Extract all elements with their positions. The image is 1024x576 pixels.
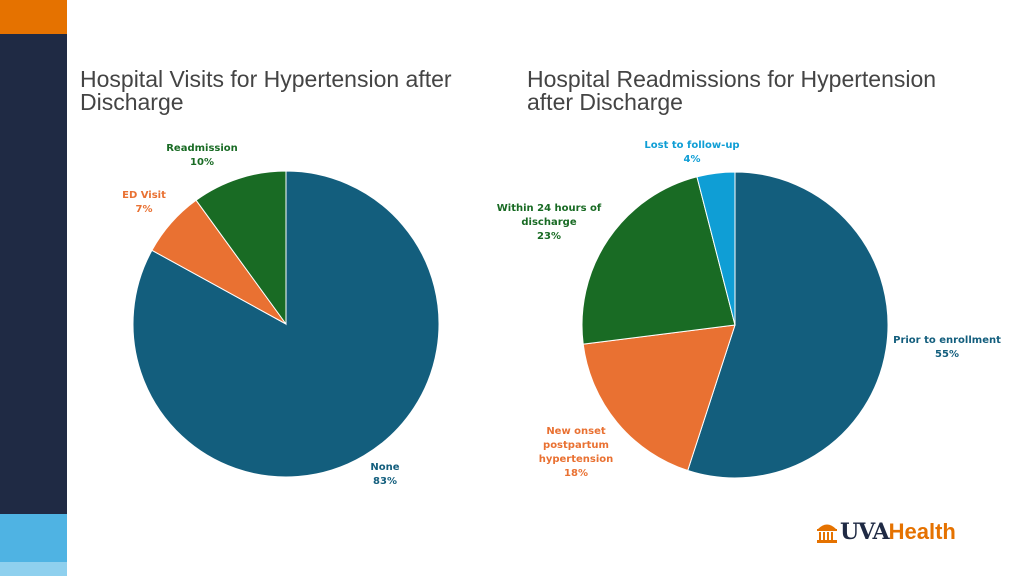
- logo-wordmark: UVAHealth: [840, 519, 956, 546]
- logo-uva: UVA: [840, 519, 890, 545]
- slice-label-ed-visit: ED Visit 7%: [122, 190, 166, 215]
- slice-value-none: 83%: [373, 476, 397, 487]
- slice-label-new-onset-postpartum-hypertension: New onset postpartum hypertension 18%: [539, 426, 614, 479]
- logo-health: Health: [888, 519, 956, 544]
- slice-name-new-onset-postpartum-hypertension: New onset: [546, 426, 606, 437]
- pie-slice-within-24-hours-of-discharge: [581, 176, 736, 345]
- left-sidebar: [0, 0, 67, 576]
- rotunda-icon: [817, 524, 837, 543]
- slice-name-line-new-onset-postpartum-hypertension: postpartum: [543, 440, 609, 451]
- slice-label-readmission: Readmission 10%: [166, 143, 238, 168]
- slice-name-none: None: [370, 462, 399, 473]
- slice-label-lost-to-follow-up: Lost to follow-up 4%: [644, 140, 739, 165]
- slice-name-ed-visit: ED Visit: [122, 190, 166, 201]
- slice-name-lost-to-follow-up: Lost to follow-up: [644, 140, 739, 151]
- slice-name-line-new-onset-postpartum-hypertension: hypertension: [539, 454, 614, 465]
- pie-slice-readmission: [195, 170, 287, 326]
- slice-label-prior-to-enrollment: Prior to enrollment 55%: [893, 335, 1001, 360]
- pie-slice-new-onset-postpartum-hypertension: [582, 324, 736, 472]
- uva-health-logo: UVAHealth: [816, 519, 966, 545]
- slice-name-readmission: Readmission: [166, 143, 238, 154]
- slice-label-none: None 83%: [370, 462, 399, 487]
- slice-name-prior-to-enrollment: Prior to enrollment: [893, 335, 1001, 346]
- slice-name-within-24-hours-of-discharge: Within 24 hours of: [497, 203, 602, 214]
- pie-slice-lost-to-follow-up: [696, 171, 736, 326]
- slice-value-lost-to-follow-up: 4%: [684, 154, 701, 165]
- sidebar-orange-accent: [0, 0, 67, 34]
- chart-title-visits: Hospital Visits for Hypertension after D…: [80, 66, 452, 115]
- slice-value-ed-visit: 7%: [136, 204, 153, 215]
- sidebar-blue-accent: [0, 514, 67, 562]
- slice-value-within-24-hours-of-discharge: 23%: [537, 231, 561, 242]
- slice-value-prior-to-enrollment: 55%: [935, 349, 959, 360]
- sidebar-light-blue-accent: [0, 562, 67, 576]
- pie-slice-prior-to-enrollment: [687, 171, 889, 479]
- chart-title-readmissions: Hospital Readmissions for Hypertension a…: [527, 66, 937, 115]
- slice-name-line-within-24-hours-of-discharge: discharge: [521, 217, 576, 228]
- slice-value-new-onset-postpartum-hypertension: 18%: [564, 468, 588, 479]
- slice-label-within-24-hours-of-discharge: Within 24 hours of discharge 23%: [497, 203, 602, 242]
- slice-value-readmission: 10%: [190, 157, 214, 168]
